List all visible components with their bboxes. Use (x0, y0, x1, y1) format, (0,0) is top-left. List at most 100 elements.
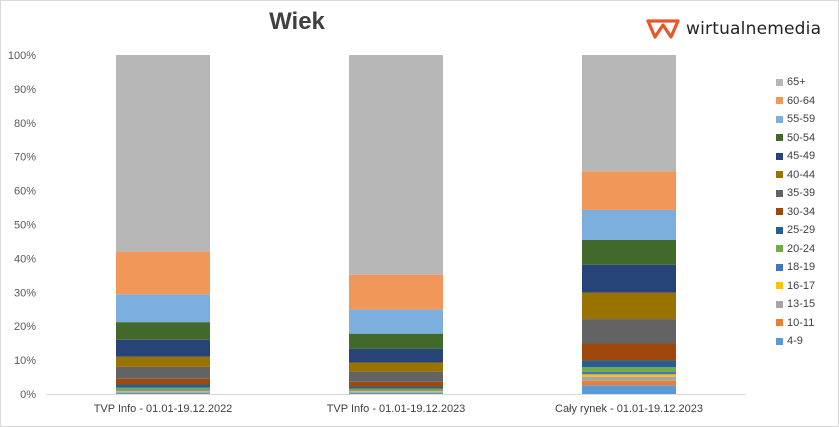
bar-segment (582, 264, 676, 293)
legend-item: 35-39 (776, 184, 836, 203)
x-tick-label: TVP Info - 01.01-19.12.2022 (94, 403, 233, 415)
legend-swatch (776, 189, 783, 197)
bar-segment (582, 367, 676, 372)
bar-segment (349, 386, 443, 389)
bar-segment (349, 309, 443, 334)
legend-item: 40-44 (776, 166, 836, 185)
bar-stack (582, 55, 676, 394)
bar-segment (116, 339, 210, 357)
bar-segment (116, 378, 210, 385)
y-tick-label: 100% (8, 50, 36, 62)
y-tick-label: 50% (14, 220, 36, 232)
bar-segment (582, 209, 676, 240)
legend-swatch (776, 282, 783, 290)
bars (116, 55, 676, 394)
x-tick-label: Cały rynek - 01.01-19.12.2023 (555, 403, 703, 415)
bar-segment (116, 294, 210, 323)
legend-label: 40-44 (787, 168, 816, 181)
bar-segment (582, 343, 676, 361)
y-tick-label: 60% (14, 186, 36, 198)
bar-segment (582, 55, 676, 172)
bar-segment (582, 385, 676, 394)
legend-label: 18-19 (787, 261, 816, 274)
legend-item: 20-24 (776, 240, 836, 259)
legend-label: 25-29 (787, 224, 816, 237)
legend-label: 10-11 (787, 316, 815, 329)
y-tick-label: 30% (14, 287, 36, 299)
legend-item: 65+ (776, 73, 836, 92)
legend-item: 16-17 (776, 277, 836, 296)
legend-swatch (776, 208, 783, 216)
legend-item: 13-15 (776, 295, 836, 314)
legend-swatch (776, 97, 783, 105)
bar-stack (349, 55, 443, 394)
bar-segment (349, 388, 443, 391)
bar-segment (349, 362, 443, 372)
bar-segment (349, 392, 443, 394)
bar-segment (582, 374, 676, 377)
y-axis: 0% 10% 20% 30% 40% 50% 60% 70% 80% 90% 100% (8, 50, 36, 401)
bar-segment (349, 390, 443, 391)
legend-label: 55-59 (787, 113, 816, 126)
bar-segment (582, 371, 676, 375)
y-tick-label: 40% (14, 253, 36, 265)
legend-label: 13-15 (787, 298, 816, 311)
bar-segment (116, 356, 210, 367)
bar-segment (116, 322, 210, 340)
bar-segment (582, 292, 676, 320)
legend: 65+ 60-64 55-59 50-54 45-49 40-44 35-39 30-34 25… (776, 73, 836, 351)
bar-segment (116, 384, 210, 388)
bar-segment (349, 274, 443, 310)
chart-title: Wiek (269, 8, 325, 35)
bar-segment (582, 360, 676, 368)
legend-item: 45-49 (776, 147, 836, 166)
legend-item: 50-54 (776, 129, 836, 148)
y-tick-label: 0% (20, 389, 36, 401)
y-tick-label: 80% (14, 118, 36, 130)
legend-item: 4-9 (776, 332, 836, 351)
bar-segment (116, 391, 210, 393)
bar-stack (116, 55, 210, 394)
bar-segment (582, 171, 676, 210)
legend-swatch (776, 152, 783, 160)
bar-segment (349, 333, 443, 349)
y-tick-label: 20% (14, 321, 36, 333)
legend-label: 20-24 (787, 242, 816, 255)
legend-label: 65+ (787, 76, 806, 89)
legend-item: 25-29 (776, 221, 836, 240)
bar-segment (582, 380, 676, 386)
brand-logo: wirtualnemedia (646, 14, 821, 44)
bar-segment (116, 389, 210, 391)
legend-swatch (776, 78, 783, 86)
legend-label: 45-49 (787, 150, 816, 163)
legend-label: 30-34 (787, 205, 816, 218)
legend-label: 35-39 (787, 187, 816, 200)
wirtualnemedia-logo-icon (646, 19, 680, 39)
legend-item: 10-11 (776, 314, 836, 333)
y-tick-label: 70% (14, 152, 36, 164)
legend-swatch (776, 115, 783, 123)
bar-segment (349, 371, 443, 382)
bar-segment (349, 348, 443, 363)
bar-segment (116, 387, 210, 390)
y-tick-label: 10% (14, 355, 36, 367)
x-axis: TVP Info - 01.01-19.12.2022 TVP Info - 01… (94, 403, 703, 415)
legend-swatch (776, 300, 783, 308)
legend-swatch (776, 245, 783, 253)
brand-name: wirtualnemedia (686, 19, 822, 39)
bar-segment (582, 319, 676, 344)
legend-swatch (776, 134, 783, 142)
legend-label: 60-64 (787, 94, 816, 107)
legend-swatch (776, 171, 783, 179)
legend-swatch (776, 319, 783, 327)
legend-label: 4-9 (787, 335, 803, 348)
bar-segment (116, 366, 210, 379)
bar-segment (116, 392, 210, 394)
bar-segment (349, 55, 443, 275)
legend-label: 16-17 (787, 279, 816, 292)
legend-swatch (776, 337, 783, 345)
legend-swatch (776, 226, 783, 234)
y-tick-label: 90% (14, 84, 36, 96)
bar-segment (582, 239, 676, 265)
legend-item: 18-19 (776, 258, 836, 277)
